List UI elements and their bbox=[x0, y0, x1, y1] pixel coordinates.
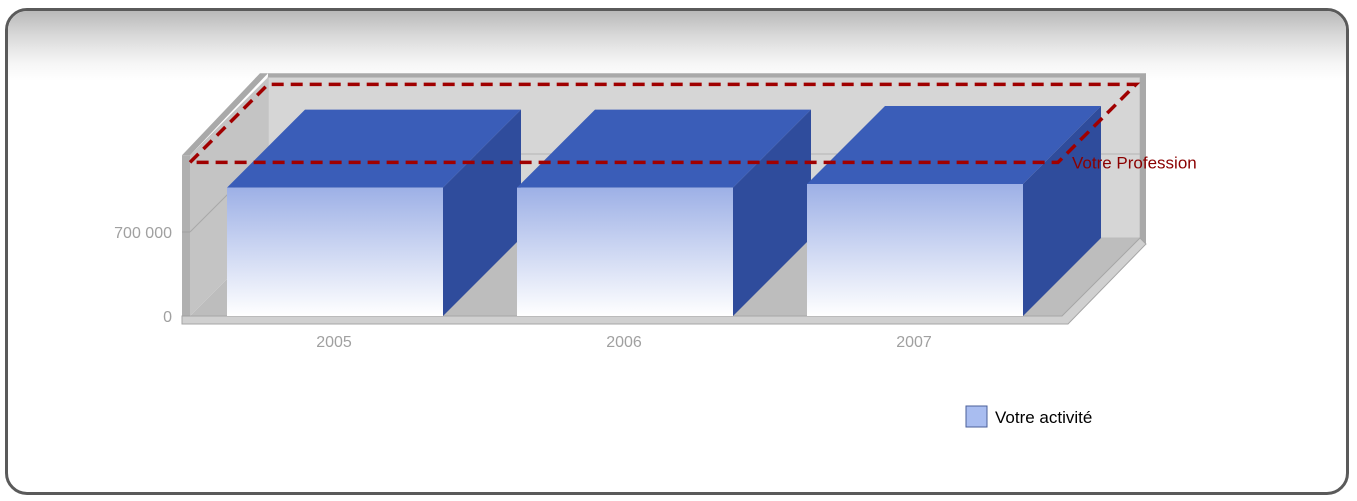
floor-rim bbox=[181, 237, 1147, 325]
x-tick-label: 2007 bbox=[896, 334, 932, 351]
bar-top bbox=[227, 109, 521, 188]
legend-swatch bbox=[965, 405, 988, 428]
x-axis: 2005 2006 2007 bbox=[316, 334, 932, 351]
left-wall-rim bbox=[182, 155, 190, 316]
frame-header-shade bbox=[8, 11, 1346, 81]
y-tick-label: 700 000 bbox=[114, 225, 172, 242]
reference-line-label: Votre Profession bbox=[1072, 153, 1197, 172]
bars bbox=[227, 106, 1101, 316]
reference-line: Votre Profession bbox=[188, 82, 1197, 172]
y-axis: 0 700 000 bbox=[114, 225, 190, 326]
reference-line-path bbox=[188, 82, 1141, 165]
bar-side bbox=[1023, 106, 1101, 316]
y-tick-label: 0 bbox=[163, 309, 172, 326]
top-left-rim bbox=[182, 73, 268, 156]
bar-top bbox=[517, 109, 811, 188]
bar-front bbox=[517, 187, 733, 316]
right-back-rim bbox=[1140, 73, 1146, 244]
x-tick-label: 2006 bbox=[606, 334, 642, 351]
legend-label: Votre activité bbox=[995, 408, 1092, 427]
legend: Votre activité bbox=[965, 405, 1092, 428]
top-back-rim bbox=[268, 73, 1146, 78]
bar-top bbox=[807, 106, 1101, 184]
x-tick-label: 2005 bbox=[316, 334, 352, 351]
bar-front bbox=[807, 184, 1023, 316]
bar-front bbox=[227, 187, 443, 316]
bar bbox=[807, 106, 1101, 316]
